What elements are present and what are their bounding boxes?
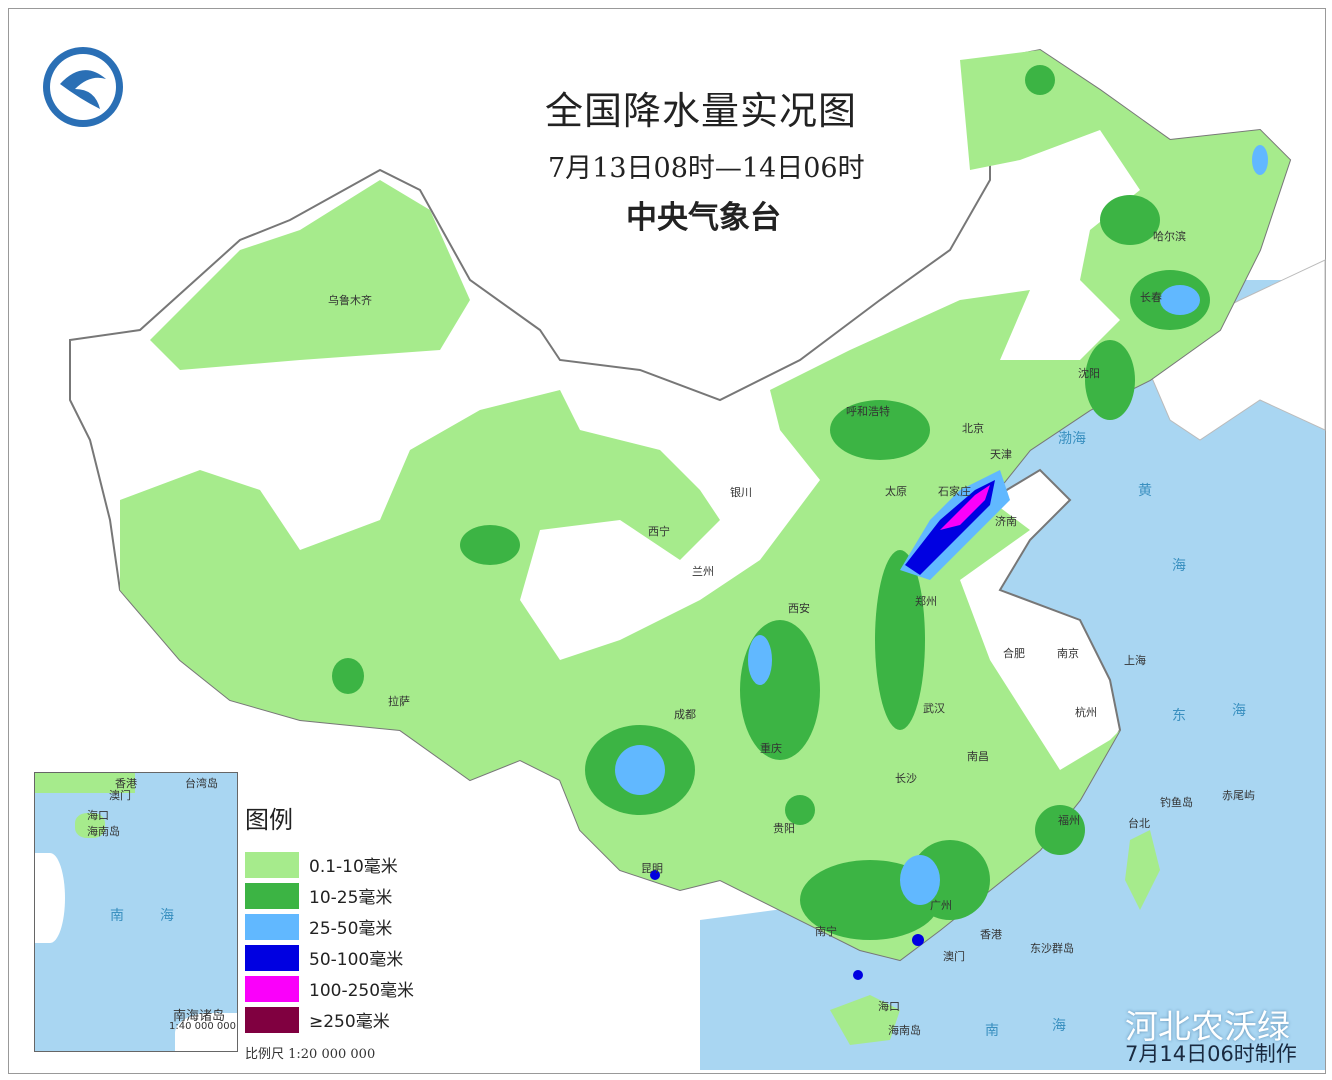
city-label: 乌鲁木齐 [328,294,372,307]
sea-label: 海 [1232,703,1246,719]
sea-label: 黄 [1138,483,1152,499]
inset-label: 海南岛 [87,825,120,838]
sea-label: 南 [985,1023,999,1039]
city-label: 太原 [885,485,907,498]
inset-sea: 南 [110,908,124,924]
city-label: 银川 [730,486,752,499]
city-label: 哈尔滨 [1153,230,1186,243]
legend-swatch [245,851,299,878]
city-label: 南昌 [967,750,989,763]
rain-heavy-storm [940,485,990,530]
city-label: 拉萨 [388,695,410,708]
city-label: 长春 [1140,291,1162,304]
legend-swatch [245,882,299,909]
legend-label: 100-250毫米 [309,981,415,1001]
city-label: 济南 [995,515,1017,528]
city-label: 南京 [1057,647,1079,660]
legend-label: 0.1-10毫米 [309,857,398,877]
watermark: 河北农沃绿 [1125,1007,1290,1046]
inset-label: 香港 [115,777,137,790]
sea-label: 东 [1172,708,1186,724]
inset-sea: 海 [160,908,174,924]
cma-logo [43,47,123,127]
city-label: 贵阳 [773,822,795,835]
city-label: 杭州 [1075,706,1097,719]
legend-item: 10-25毫米 [245,880,414,911]
city-label: 香港 [980,928,1002,941]
south-china-sea-inset: 香港 澳门 台湾岛 海口 海南岛 南 海 南海诸岛 1:40 000 000 [34,772,238,1052]
sea-label: 海 [1172,558,1186,574]
legend-swatch [245,944,299,971]
legend-label: 10-25毫米 [309,888,393,908]
city-label: 海口 [878,1000,900,1013]
city-label: 南宁 [815,925,837,938]
city-label: 石家庄 [938,485,971,498]
city-label: 澳门 [943,950,965,963]
legend-item: 50-100毫米 [245,942,414,973]
production-time: 7月14日06时制作 [1125,1042,1297,1066]
city-label: 昆明 [641,862,663,875]
city-label: 赤尾屿 [1222,789,1255,802]
inset-label: 台湾岛 [185,777,218,790]
inset-label: 海口 [87,809,109,822]
legend-label: ≥250毫米 [309,1012,390,1032]
city-label: 上海 [1124,654,1146,667]
city-label: 东沙群岛 [1030,942,1074,955]
sea-label: 海 [1052,1018,1066,1034]
legend-swatch [245,1006,299,1033]
city-label: 成都 [674,708,696,721]
legend-swatch [245,913,299,940]
city-label: 海南岛 [888,1024,921,1037]
city-label: 钓鱼岛 [1160,796,1193,809]
city-label: 武汉 [923,702,945,715]
city-label: 呼和浩特 [846,405,890,418]
city-label: 西宁 [648,525,670,538]
legend-item: 0.1-10毫米 [245,849,414,880]
legend-swatch [245,975,299,1002]
city-label: 兰州 [692,565,714,578]
legend-item: 25-50毫米 [245,911,414,942]
inset-label: 澳门 [109,789,131,802]
neighbor-land [1139,259,1326,441]
city-label: 郑州 [915,595,937,608]
city-label: 台北 [1128,817,1150,830]
legend-item: ≥250毫米 [245,1004,414,1035]
sea-area [700,300,1325,1070]
city-label: 合肥 [1003,647,1025,660]
city-label: 广州 [930,899,952,912]
inset-scale: 1:40 000 000 [169,1021,236,1032]
map-period: 7月13日08时—14日06时 [548,153,865,184]
city-label: 天津 [990,448,1012,461]
map-title: 全国降水量实况图 [545,89,858,133]
inset-name: 南海诸岛 [173,1009,226,1024]
rain-light [120,50,1290,1045]
city-label: 北京 [962,422,984,435]
legend-item: 100-250毫米 [245,973,414,1004]
city-label: 重庆 [760,742,782,755]
city-label: 长沙 [895,772,917,785]
legend-label: 25-50毫米 [309,919,393,939]
legend: 图例 0.1-10毫米 10-25毫米 25-50毫米 50-100毫米 100-250… [245,800,414,1062]
map-scale: 比例尺 1:20 000 000 [245,1047,376,1062]
rain-moderate [332,65,1210,940]
city-label: 西安 [788,602,810,615]
sea-label: 渤海 [1058,431,1086,447]
city-label: 沈阳 [1078,367,1100,380]
legend-label: 50-100毫米 [309,950,404,970]
map-organization: 中央气象台 [626,200,781,236]
legend-title: 图例 [245,806,293,834]
city-label: 福州 [1058,814,1080,827]
